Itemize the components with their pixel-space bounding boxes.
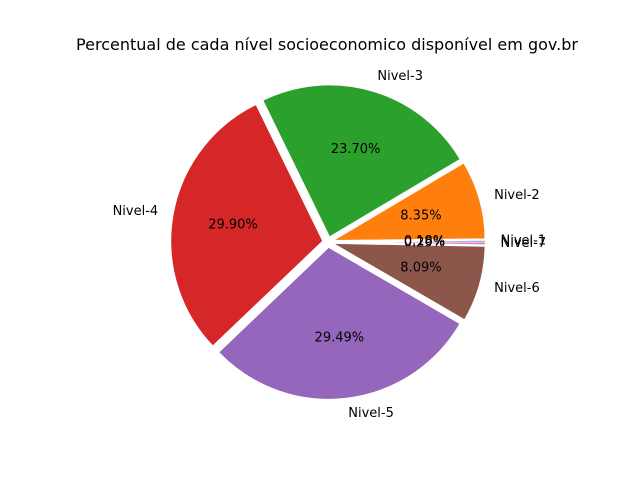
slice-label-nivel-3: Nivel-3 <box>377 69 423 84</box>
pie-slice-nivel-7 <box>333 241 486 246</box>
percent-label-nivel-1: 0.18% <box>404 234 445 249</box>
slice-label-nivel-6: Nivel-6 <box>494 281 540 296</box>
percent-label-nivel-4: 29.90% <box>208 217 258 232</box>
pie-slice-nivel-5 <box>217 246 461 400</box>
slice-label-nivel-4: Nivel-4 <box>113 204 159 219</box>
labels-layer: Nivel-1 Nivel-2 Nivel-3 Nivel-4 Nivel-5 Nivel… <box>113 69 547 421</box>
percent-label-nivel-5: 29.49% <box>315 330 365 345</box>
percent-label-nivel-2: 8.35% <box>400 208 441 223</box>
chart-title: Percentual de cada nível socioeconomico … <box>76 35 578 54</box>
slice-label-nivel-7: Nivel-7 <box>501 236 547 251</box>
pie-slice-nivel-4 <box>170 103 324 347</box>
slice-label-nivel-1: Nivel-1 <box>501 234 547 249</box>
slice-label-nivel-5: Nivel-5 <box>348 406 394 421</box>
percent-label-nivel-7: 0.29% <box>404 235 445 250</box>
pie-slice-nivel-6 <box>331 242 486 321</box>
slice-label-nivel-2: Nivel-2 <box>494 188 540 203</box>
percent-label-nivel-6: 8.09% <box>400 260 441 275</box>
slices-layer <box>170 84 486 400</box>
pie-slice-nivel-3 <box>262 84 461 238</box>
percent-label-nivel-3: 23.70% <box>331 142 381 157</box>
percent-labels-layer: 0.18% 8.35% 23.70% 29.90% 29.49% 8.09% 0.29% <box>208 142 445 345</box>
pie-slice-nivel-2 <box>331 162 486 242</box>
